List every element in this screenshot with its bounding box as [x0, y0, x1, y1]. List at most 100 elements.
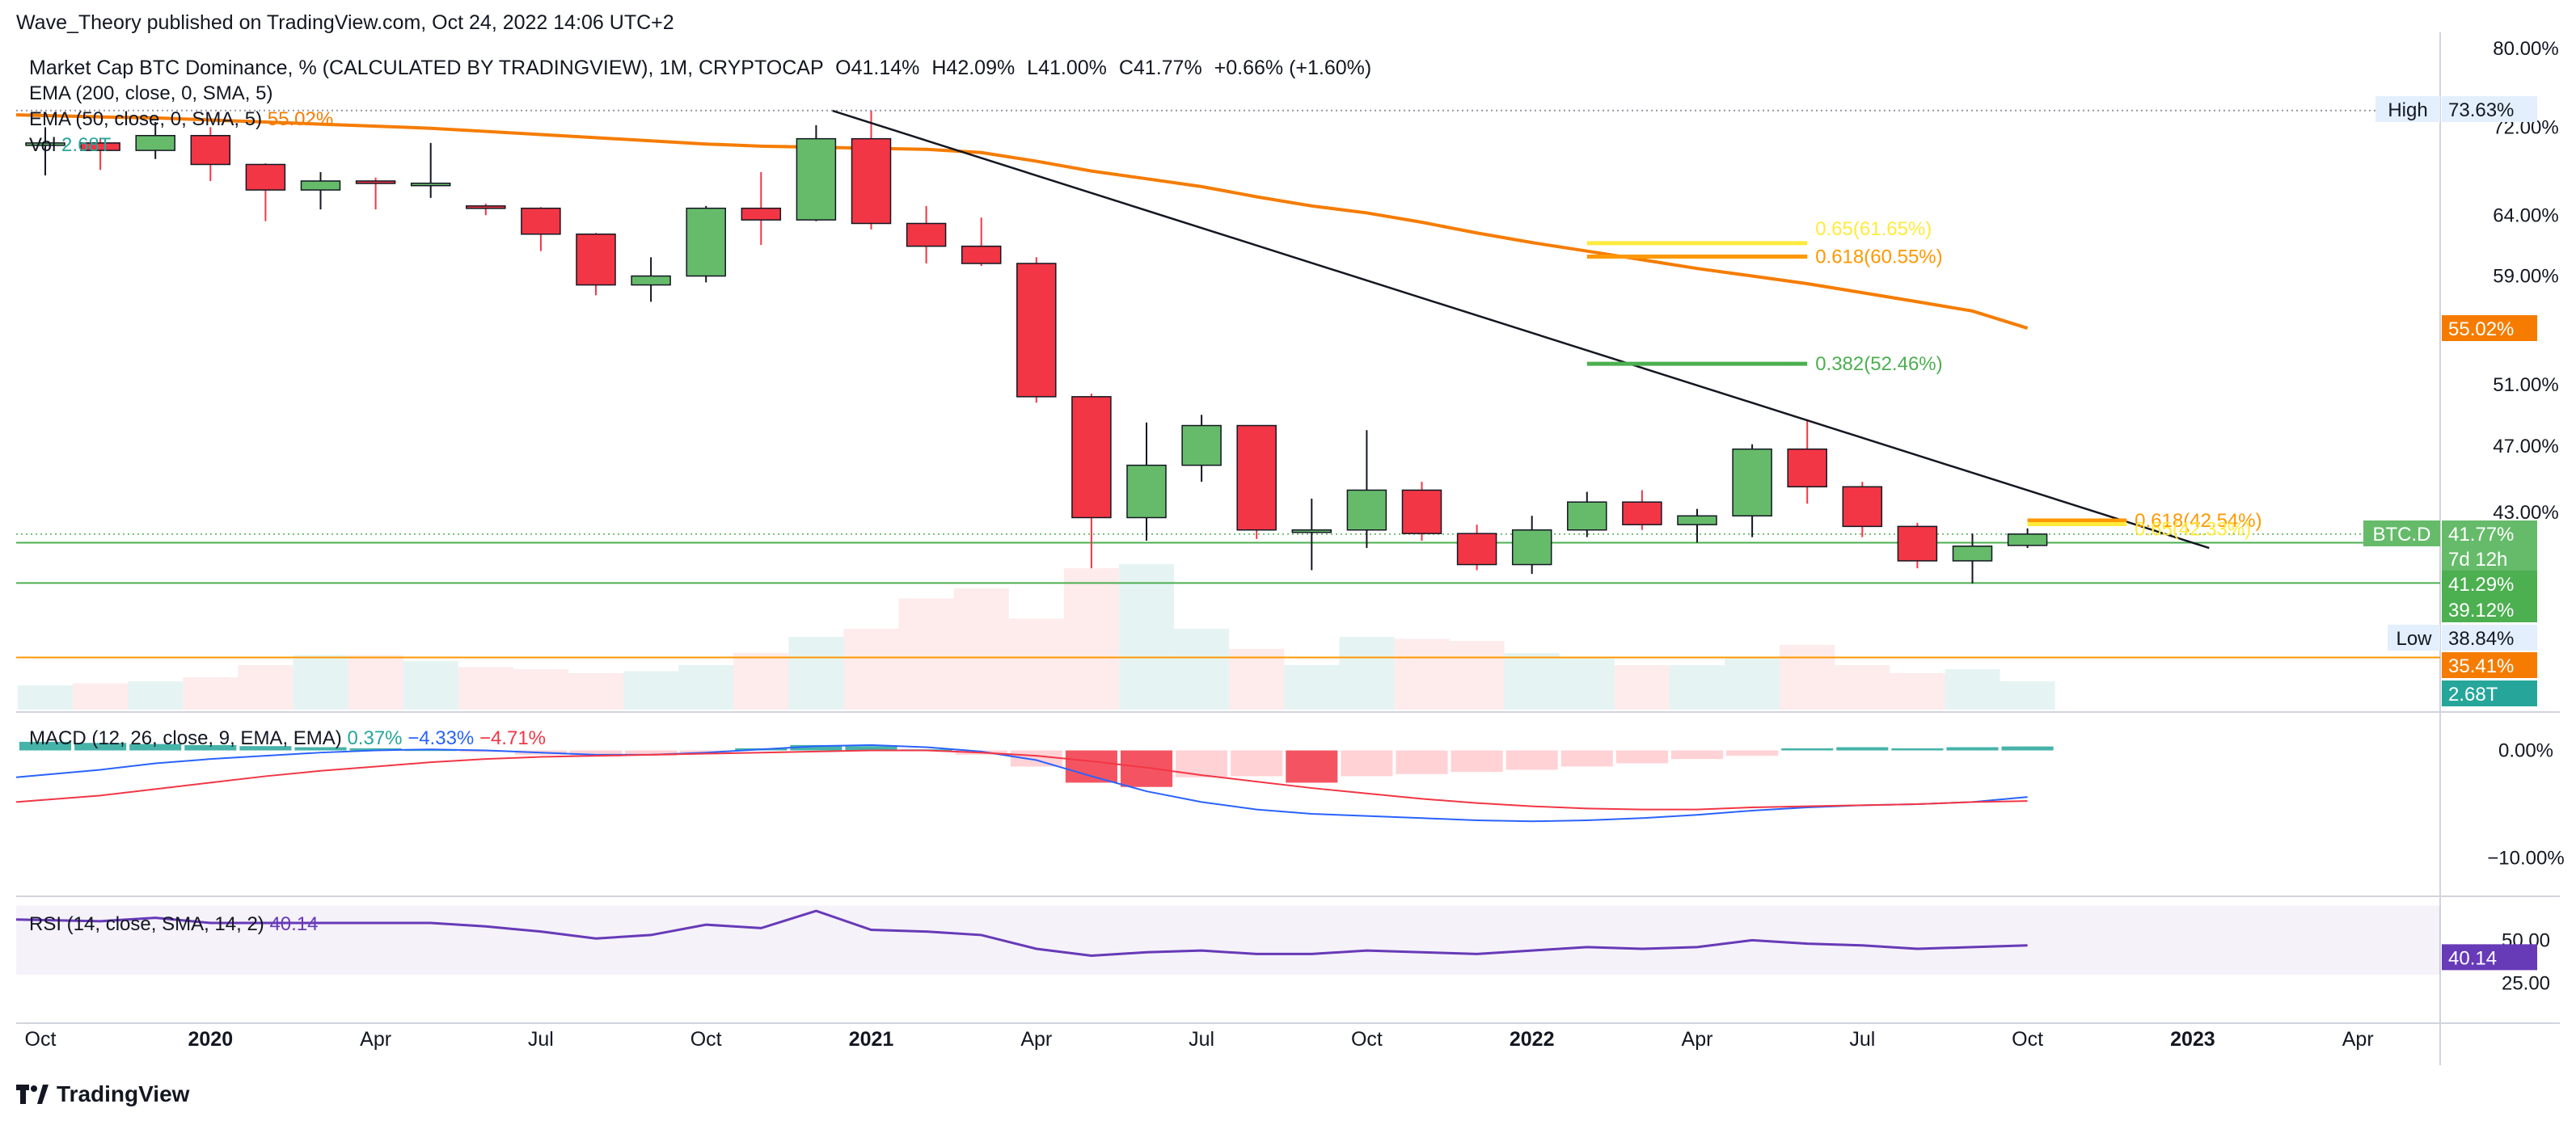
macd-histogram-bar — [294, 747, 347, 751]
volume-bar — [293, 655, 348, 710]
time-tick-label: Apr — [1682, 1028, 1713, 1051]
ema50-value: 55.02% — [267, 108, 334, 130]
price-axis-label: 2.68T — [2448, 684, 2498, 706]
vol-label: Vol — [29, 134, 57, 156]
candle-body — [1952, 546, 1993, 562]
macd-histogram-bar — [1065, 750, 1117, 783]
candle-body — [851, 137, 892, 225]
candle-body — [686, 207, 726, 277]
candle-body — [1787, 448, 1827, 488]
macd-signal-value: −4.71% — [479, 727, 547, 749]
volume-bar — [1118, 564, 1175, 710]
price-axis-tag: High — [2388, 99, 2427, 121]
candle-body — [1236, 424, 1277, 531]
volume-bar — [1394, 638, 1450, 710]
price-axis-sublabel: 7d 12h — [2448, 549, 2507, 571]
symbol-title: Market Cap BTC Dominance, % (CALCULATED … — [29, 57, 824, 79]
price-axis-label-bg — [2442, 652, 2537, 678]
macd-tick-label: −10.00% — [2487, 847, 2564, 869]
descending-trendline — [832, 109, 2210, 550]
time-tick-label: Oct — [1351, 1028, 1383, 1051]
volume-bar — [1504, 653, 1560, 710]
time-tick-label: Oct — [25, 1028, 57, 1051]
macd-histogram-bar — [239, 746, 292, 751]
legend-main-series[interactable]: Market Cap BTC Dominance, % (CALCULATED … — [29, 57, 1371, 80]
time-tick-label: 2020 — [188, 1028, 233, 1051]
rsi-value: 40.14 — [269, 913, 319, 935]
legend-ema200[interactable]: EMA (200, close, 0, SMA, 5) — [29, 82, 272, 105]
vol-value: 2.68T — [61, 134, 112, 156]
macd-histogram-bar — [19, 741, 72, 751]
fib-level-label: 0.65(42.33%) — [2135, 519, 2251, 541]
candle-body — [300, 180, 341, 191]
fib-levels: 0.65(61.65%) 0.618(60.55%) 0.382(52.46%) 0.… — [1586, 218, 2262, 541]
price-axis-label: 39.12% — [2448, 600, 2514, 621]
candle-body — [1511, 529, 1552, 566]
macd-histogram-bar — [1505, 750, 1558, 770]
volume-bar — [513, 669, 568, 710]
candle-body — [135, 134, 175, 151]
candle-body — [1346, 489, 1387, 531]
price-axis-tag-bg — [2388, 625, 2440, 651]
candle-body — [410, 182, 451, 187]
candle-body — [1291, 529, 1332, 533]
tradingview-footer[interactable]: TradingView — [16, 1081, 189, 1107]
candle-body — [796, 137, 837, 221]
legend-rsi[interactable]: RSI (14, close, SMA, 14, 2) 40.14 — [29, 913, 319, 936]
rsi-axis-label: 40.14 — [2448, 947, 2497, 969]
footer-brand: TradingView — [57, 1081, 190, 1106]
time-tick-label: Jul — [1849, 1028, 1875, 1051]
price-axis-label: 38.84% — [2448, 628, 2514, 650]
candle-body — [906, 222, 947, 247]
rsi-axis-label-bg — [2442, 944, 2537, 971]
volume-bar — [843, 629, 899, 710]
macd-histogram-bar — [2001, 746, 2054, 751]
open-value: O41.14% — [835, 57, 920, 79]
time-tick-label: 2022 — [1510, 1028, 1555, 1051]
volume-bar — [183, 677, 239, 710]
candle-body — [1677, 515, 1717, 525]
volume-bar — [623, 671, 679, 710]
macd-histogram-bar — [569, 750, 623, 757]
time-tick-label: Apr — [1020, 1028, 1052, 1051]
volume-bar — [17, 685, 74, 710]
change-value: +0.66% (+1.60%) — [1214, 57, 1372, 79]
price-tick-label: 64.00% — [2493, 204, 2558, 226]
volume-bar — [788, 637, 844, 710]
price-axis-tag-bg — [2375, 96, 2440, 122]
macd-pane — [15, 741, 2054, 823]
legend-volume[interactable]: Vol 2.68T — [29, 134, 111, 157]
volume-bar — [1835, 665, 1890, 710]
time-tick-label: Oct — [690, 1028, 722, 1051]
candle-body — [741, 207, 782, 221]
volume-bar — [403, 661, 458, 710]
macd-histogram-bar — [1615, 750, 1668, 764]
macd-histogram-bar — [1670, 750, 1724, 760]
time-tick-label: Jul — [528, 1028, 554, 1051]
legend-macd[interactable]: MACD (12, 26, close, 9, EMA, EMA) 0.37% … — [29, 727, 546, 750]
fib-level-label: 0.382(52.46%) — [1815, 353, 1942, 375]
ema200-label: EMA (200, close, 0, SMA, 5) — [29, 82, 273, 104]
candle-body — [466, 205, 506, 209]
macd-histogram-bar — [1286, 750, 1338, 783]
price-axis-tag-bg — [2363, 520, 2440, 546]
macd-histogram-bar — [184, 744, 237, 751]
price-axis-label-bg — [2442, 625, 2537, 651]
price-axis-tag: Low — [2396, 628, 2432, 650]
price-axis-label-bg — [2442, 596, 2537, 622]
legend-ema50[interactable]: EMA (50, close, 0, SMA, 5) 55.02% — [29, 108, 333, 131]
price-tick-label: 80.00% — [2493, 38, 2558, 60]
high-value: H42.09% — [931, 57, 1016, 79]
candles — [25, 111, 2048, 584]
ema50-path — [15, 113, 2029, 331]
macd-histogram-bar — [1451, 750, 1503, 773]
price-axis-label-bg — [2442, 571, 2537, 596]
candle-body — [80, 142, 120, 151]
price-axis-label: 73.63% — [2448, 99, 2514, 121]
candle-body — [1181, 424, 1222, 466]
price-axis-label-bg — [2442, 96, 2537, 122]
candle-body — [1897, 525, 1938, 562]
macd-histogram-bar — [1781, 748, 1834, 751]
volume-bar — [1614, 665, 1670, 710]
candle-body — [1456, 533, 1497, 566]
